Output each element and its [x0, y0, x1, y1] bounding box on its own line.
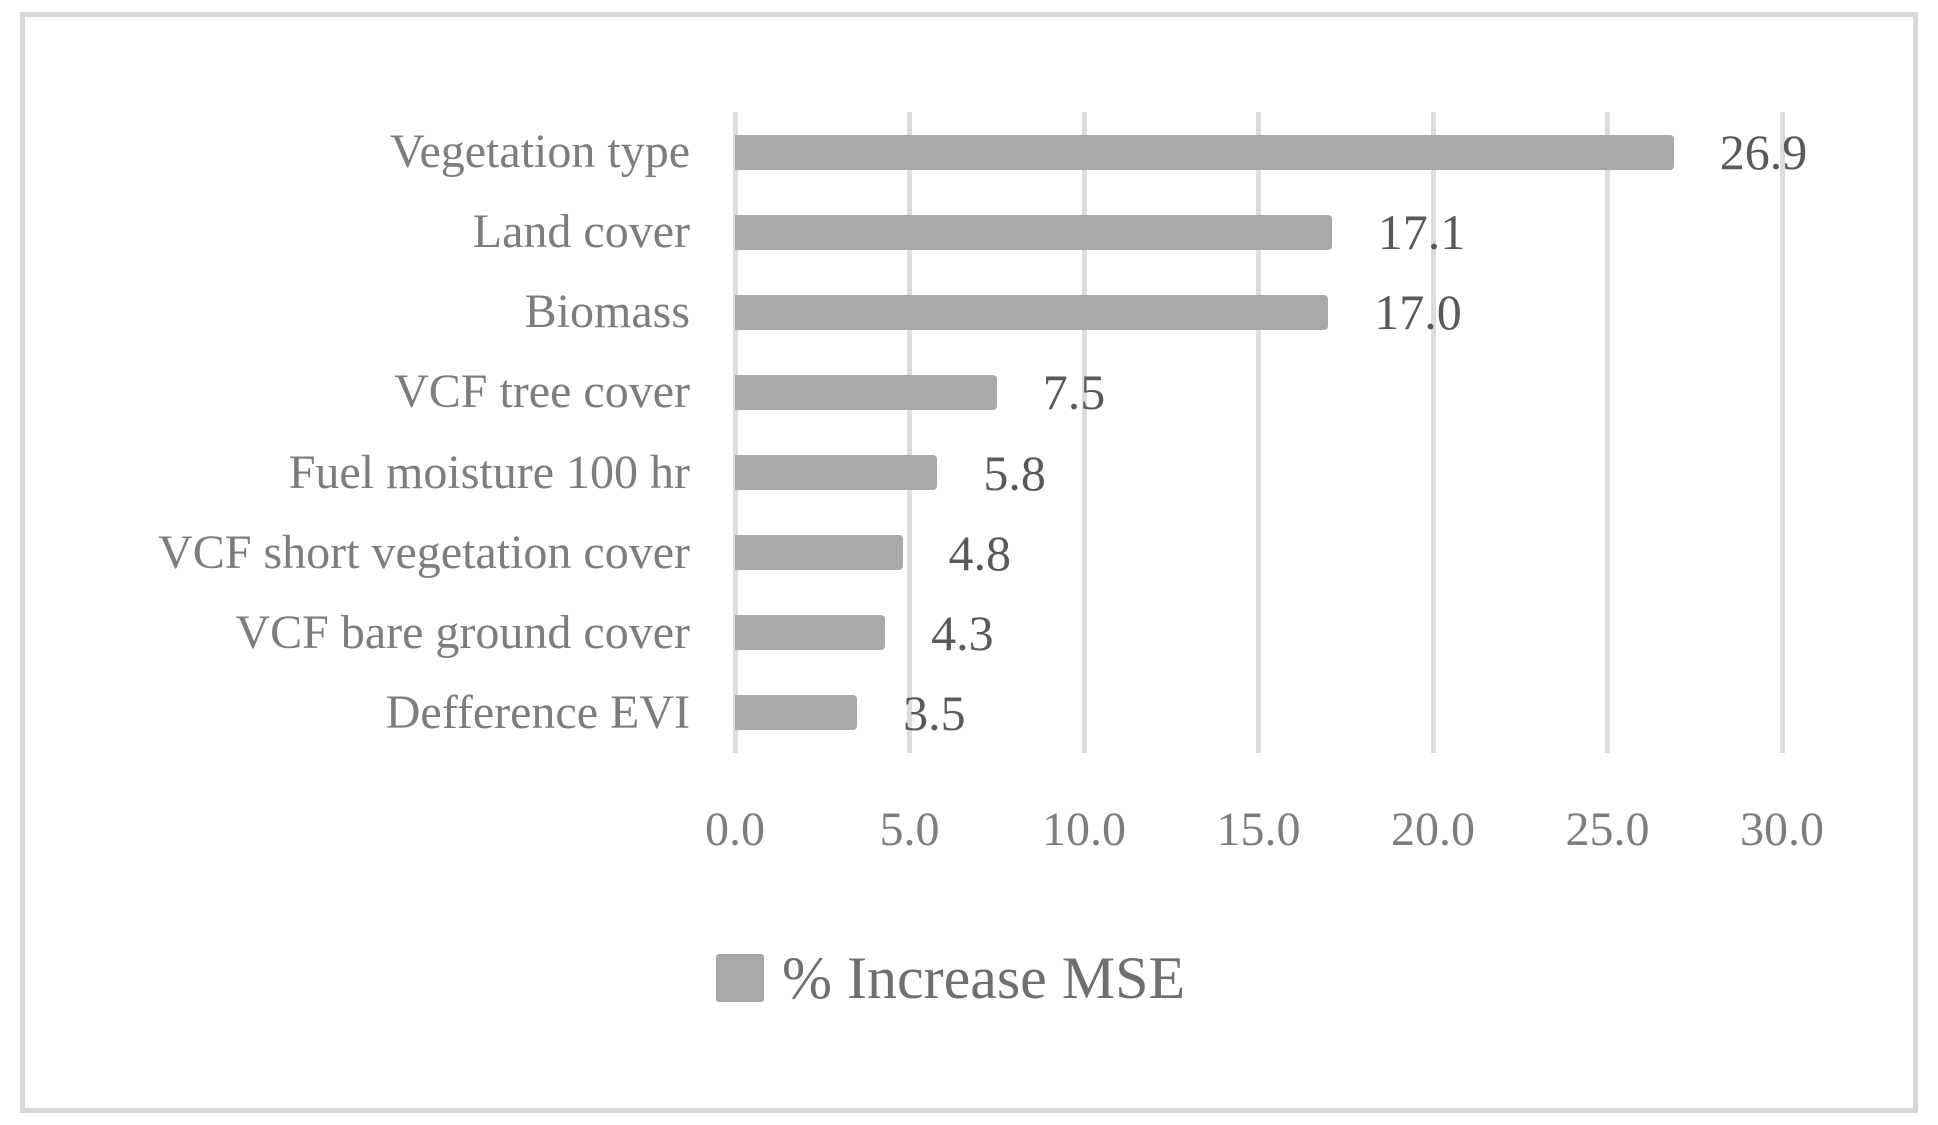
- x-tick-label: 10.0: [1042, 803, 1126, 856]
- bar: [735, 695, 858, 731]
- bar: [735, 374, 997, 410]
- x-tick-label: 30.0: [1740, 803, 1824, 856]
- bar-value-label: 7.5: [1042, 364, 1106, 421]
- bar-value-label: 4.3: [931, 604, 994, 661]
- x-tick-label: 15.0: [1216, 803, 1301, 856]
- bar: [735, 535, 903, 571]
- legend-swatch-icon: [716, 954, 764, 1002]
- bar: [735, 294, 1329, 330]
- gridline: [1430, 112, 1436, 753]
- category-label: Land cover: [472, 205, 690, 259]
- gridline: [1081, 112, 1087, 753]
- x-tick-label: 20.0: [1391, 803, 1475, 856]
- gridline: [732, 112, 738, 753]
- gridline: [907, 112, 912, 753]
- bar-value-label: 3.5: [903, 684, 966, 741]
- category-label: Vegetation type: [390, 125, 690, 179]
- gridline: [1605, 112, 1610, 753]
- category-label: Biomass: [524, 285, 690, 339]
- x-tick-label: 5.0: [879, 803, 940, 856]
- bar: [735, 615, 886, 651]
- figure-border: [20, 12, 1918, 1113]
- gridline: [1256, 112, 1261, 753]
- bar: [735, 455, 938, 491]
- category-label: VCF bare ground cover: [235, 605, 690, 659]
- category-label: VCF short vegetation cover: [158, 525, 690, 579]
- bar: [735, 214, 1332, 250]
- bar-value-label: 5.8: [983, 444, 1046, 501]
- bar-value-label: 4.8: [948, 524, 1012, 581]
- category-label: VCF tree cover: [394, 365, 690, 419]
- bar-value-label: 17.1: [1377, 204, 1466, 261]
- legend: % Increase MSE: [716, 948, 1185, 1008]
- bar: [735, 134, 1674, 170]
- x-tick-label: 25.0: [1565, 803, 1650, 856]
- bar-value-label: 17.0: [1374, 284, 1462, 341]
- category-label: Defference EVI: [385, 685, 690, 739]
- gridline: [1779, 112, 1785, 753]
- x-tick-label: 0.0: [705, 803, 765, 856]
- category-label: Fuel moisture 100 hr: [288, 445, 690, 499]
- bar-value-label: 26.9: [1719, 124, 1808, 181]
- legend-label: % Increase MSE: [782, 945, 1186, 1011]
